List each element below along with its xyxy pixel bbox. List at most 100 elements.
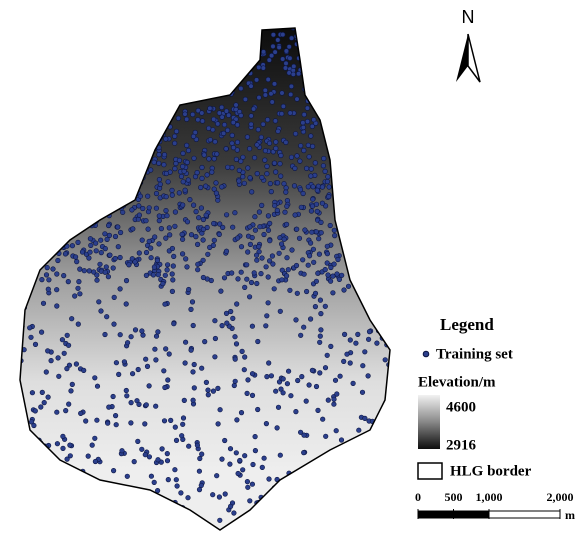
training-point xyxy=(155,58,160,63)
training-point xyxy=(357,517,362,522)
training-point xyxy=(275,426,280,431)
training-point xyxy=(149,255,154,260)
training-point xyxy=(246,378,251,383)
training-point xyxy=(381,260,386,265)
training-point xyxy=(309,134,314,139)
training-point xyxy=(250,235,255,240)
training-point xyxy=(152,160,157,165)
training-point xyxy=(173,467,178,472)
training-point xyxy=(302,112,307,117)
training-point xyxy=(50,203,55,208)
training-point xyxy=(123,152,128,157)
training-point xyxy=(158,111,163,116)
training-point xyxy=(360,487,365,492)
training-point xyxy=(68,443,73,448)
training-point xyxy=(244,57,249,62)
training-point xyxy=(44,176,49,181)
training-point xyxy=(160,32,165,37)
training-point xyxy=(57,492,62,497)
training-point xyxy=(121,156,126,161)
training-point xyxy=(258,502,263,507)
training-point xyxy=(264,265,269,270)
training-point xyxy=(338,153,343,158)
training-point xyxy=(295,97,300,102)
training-point xyxy=(33,175,38,180)
training-point xyxy=(41,255,46,260)
training-point xyxy=(27,269,32,274)
training-point xyxy=(206,76,211,81)
training-point xyxy=(272,203,277,208)
training-point xyxy=(334,122,339,127)
training-point xyxy=(45,92,50,97)
training-point xyxy=(123,176,128,181)
training-point xyxy=(106,159,111,164)
training-point xyxy=(143,110,148,115)
training-point xyxy=(38,229,43,234)
training-point xyxy=(103,246,108,251)
training-point xyxy=(36,119,41,124)
training-point xyxy=(199,206,204,211)
training-point xyxy=(324,513,329,518)
training-point xyxy=(75,208,80,213)
training-point xyxy=(269,189,274,194)
training-point xyxy=(378,141,383,146)
training-point xyxy=(57,374,62,379)
training-point xyxy=(387,237,392,242)
training-point xyxy=(166,477,171,482)
training-point xyxy=(67,76,72,81)
training-point xyxy=(70,136,75,141)
training-point xyxy=(82,157,87,162)
training-point xyxy=(346,136,351,141)
training-point xyxy=(342,502,347,507)
training-point xyxy=(189,348,194,353)
training-point xyxy=(188,197,193,202)
training-point xyxy=(327,194,332,199)
training-point xyxy=(120,448,125,453)
training-point xyxy=(199,483,204,488)
training-point xyxy=(231,120,236,125)
training-point xyxy=(206,388,211,393)
training-point xyxy=(173,210,178,215)
training-point xyxy=(160,105,165,110)
training-point xyxy=(54,108,59,113)
training-point xyxy=(375,213,380,218)
training-point xyxy=(381,231,386,236)
training-point xyxy=(281,32,286,37)
training-point xyxy=(224,249,229,254)
training-point xyxy=(325,251,330,256)
training-point xyxy=(220,32,225,37)
training-point xyxy=(138,123,143,128)
training-point xyxy=(383,405,388,410)
training-point xyxy=(98,198,103,203)
training-point xyxy=(93,106,98,111)
training-point xyxy=(27,117,32,122)
training-point xyxy=(317,252,322,257)
training-point xyxy=(195,267,200,272)
training-point xyxy=(87,269,92,274)
training-point xyxy=(133,509,138,514)
training-point xyxy=(323,70,328,75)
training-point xyxy=(136,439,141,444)
training-point xyxy=(45,349,50,354)
training-point xyxy=(240,349,245,354)
training-point xyxy=(172,134,177,139)
training-point xyxy=(335,48,340,53)
training-point xyxy=(369,294,374,299)
training-point xyxy=(320,77,325,82)
training-point xyxy=(364,289,369,294)
training-point xyxy=(145,194,150,199)
training-point xyxy=(359,47,364,52)
training-point xyxy=(341,186,346,191)
training-point xyxy=(94,45,99,50)
training-point xyxy=(120,512,125,517)
training-point xyxy=(239,113,244,118)
training-point xyxy=(108,33,113,38)
training-point xyxy=(331,520,336,525)
training-point xyxy=(85,208,90,213)
training-point xyxy=(325,353,330,358)
training-point xyxy=(371,26,376,31)
training-point xyxy=(332,106,337,111)
training-point xyxy=(55,25,60,30)
training-point xyxy=(127,177,132,182)
training-point xyxy=(125,394,130,399)
